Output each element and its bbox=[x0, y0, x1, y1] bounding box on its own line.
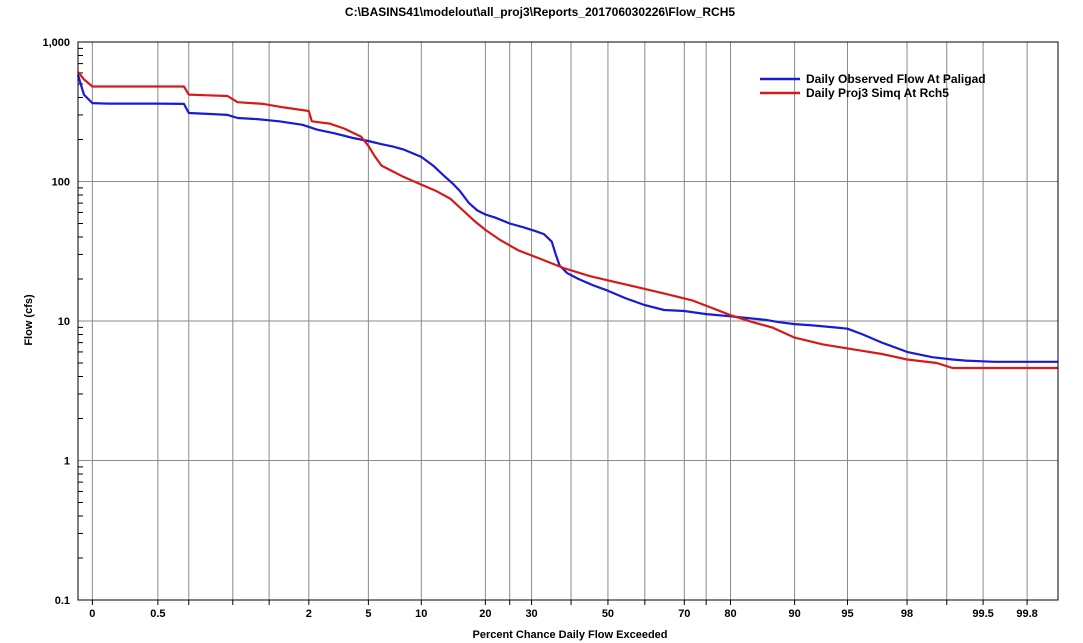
y-tick-label: 0.1 bbox=[55, 595, 70, 607]
legend-label: Daily Proj3 Simq At Rch5 bbox=[806, 86, 949, 100]
x-tick-labels: 0 0.5 2 5 10 20 30 50 70 80 90 95 98 99.5 99.8 bbox=[89, 600, 1038, 620]
series-line-observed bbox=[76, 74, 1058, 363]
y-tick-label: 1 bbox=[64, 456, 70, 468]
x-tick-label: 99.5 bbox=[972, 608, 993, 620]
series-lines bbox=[76, 71, 1058, 370]
x-tick-label: 98 bbox=[901, 608, 913, 620]
x-tick-label: 5 bbox=[365, 608, 371, 620]
grid-lines bbox=[78, 41, 1058, 601]
x-tick-label: 80 bbox=[724, 608, 736, 620]
y-axis-title: Flow (cfs) bbox=[23, 294, 35, 346]
y-tick-label: 1,000 bbox=[42, 37, 70, 49]
x-tick-label: 70 bbox=[678, 608, 690, 620]
x-tick-label: 90 bbox=[788, 608, 800, 620]
x-tick-label: 0 bbox=[89, 608, 95, 620]
y-tick-label: 10 bbox=[58, 316, 70, 328]
x-tick-label: 10 bbox=[415, 608, 427, 620]
x-tick-label: 2 bbox=[306, 608, 312, 620]
x-tick-label: 20 bbox=[479, 608, 491, 620]
series-line-simulated bbox=[77, 71, 1058, 370]
x-tick-label: 50 bbox=[602, 608, 614, 620]
x-tick-label: 99.8 bbox=[1016, 608, 1037, 620]
y-tick-label: 100 bbox=[52, 177, 70, 189]
chart-title: C:\BASINS41\modelout\all_proj3\Reports_2… bbox=[345, 5, 735, 19]
x-tick-label: 95 bbox=[841, 608, 853, 620]
x-tick-label: 0.5 bbox=[150, 608, 165, 620]
y-tick-labels: 0.1 1 10 100 1,000 bbox=[42, 37, 70, 607]
plot-frame bbox=[77, 41, 1059, 601]
x-axis-title: Percent Chance Daily Flow Exceeded bbox=[472, 629, 667, 641]
x-tick-label: 30 bbox=[525, 608, 537, 620]
legend-label: Daily Observed Flow At Paligad bbox=[806, 72, 986, 86]
